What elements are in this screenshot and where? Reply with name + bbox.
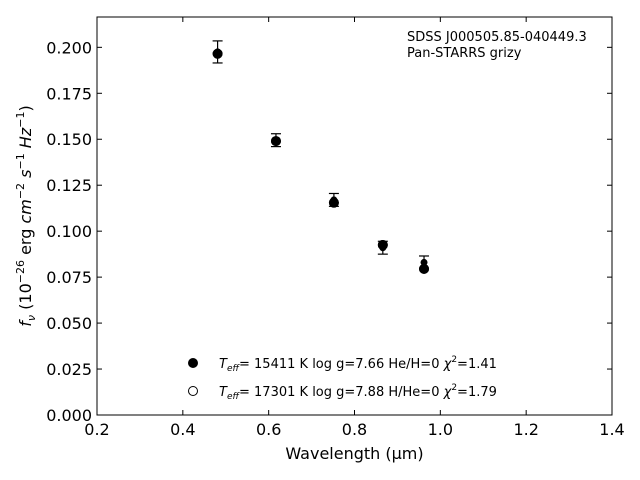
x-tick-label: 0.2 [84, 420, 109, 439]
object-name-annotation: SDSS J000505.85-040449.3 [407, 30, 587, 45]
y-axis: 0.000 0.025 0.050 0.075 0.100 0.125 0.150 0.175… [46, 38, 612, 425]
model-points [212, 48, 430, 274]
legend-entry-1: Teff= 17301 K log g=7.88 H/He=0 χ2=1.79 [219, 383, 497, 402]
x-tick-label: 1.0 [428, 420, 453, 439]
x-tick-label: 1.4 [599, 420, 624, 439]
model-point-filled [270, 136, 281, 147]
legend-marker-open [188, 386, 198, 396]
y-tick-label: 0.100 [46, 222, 92, 241]
plot-frame [96, 16, 613, 416]
x-axis: 0.2 0.4 0.6 0.8 1.0 1.2 1.4 [84, 17, 625, 439]
observed-errorbars [212, 40, 430, 270]
y-axis-label: fν (10−26 erg cm−2 s−1 Hz−1) [14, 105, 38, 326]
legend: Teff= 15411 K log g=7.66 He/H=0 χ2=1.41 … [188, 355, 497, 402]
model-point-filled [419, 263, 430, 274]
model-point-filled [212, 48, 223, 59]
observed-point [420, 258, 428, 266]
y-tick-label: 0.075 [46, 268, 92, 287]
model-point-filled [328, 197, 339, 208]
x-tick-label: 0.8 [342, 420, 367, 439]
model-point-filled [377, 239, 388, 250]
survey-annotation: Pan-STARRS grizy [407, 46, 522, 61]
x-axis-label: Wavelength (μm) [285, 444, 423, 463]
legend-entry-0: Teff= 15411 K log g=7.66 He/H=0 χ2=1.41 [219, 355, 497, 374]
y-tick-label: 0.200 [46, 38, 92, 57]
legend-marker-filled [188, 358, 198, 368]
x-tick-label: 0.6 [256, 420, 281, 439]
y-tick-label: 0.050 [46, 314, 92, 333]
y-tick-label: 0.150 [46, 130, 92, 149]
y-tick-label: 0.000 [46, 406, 92, 425]
y-tick-label: 0.125 [46, 176, 92, 195]
y-tick-label: 0.175 [46, 84, 92, 103]
y-tick-label: 0.025 [46, 360, 92, 379]
x-tick-label: 1.2 [513, 420, 538, 439]
x-tick-label: 0.4 [170, 420, 195, 439]
